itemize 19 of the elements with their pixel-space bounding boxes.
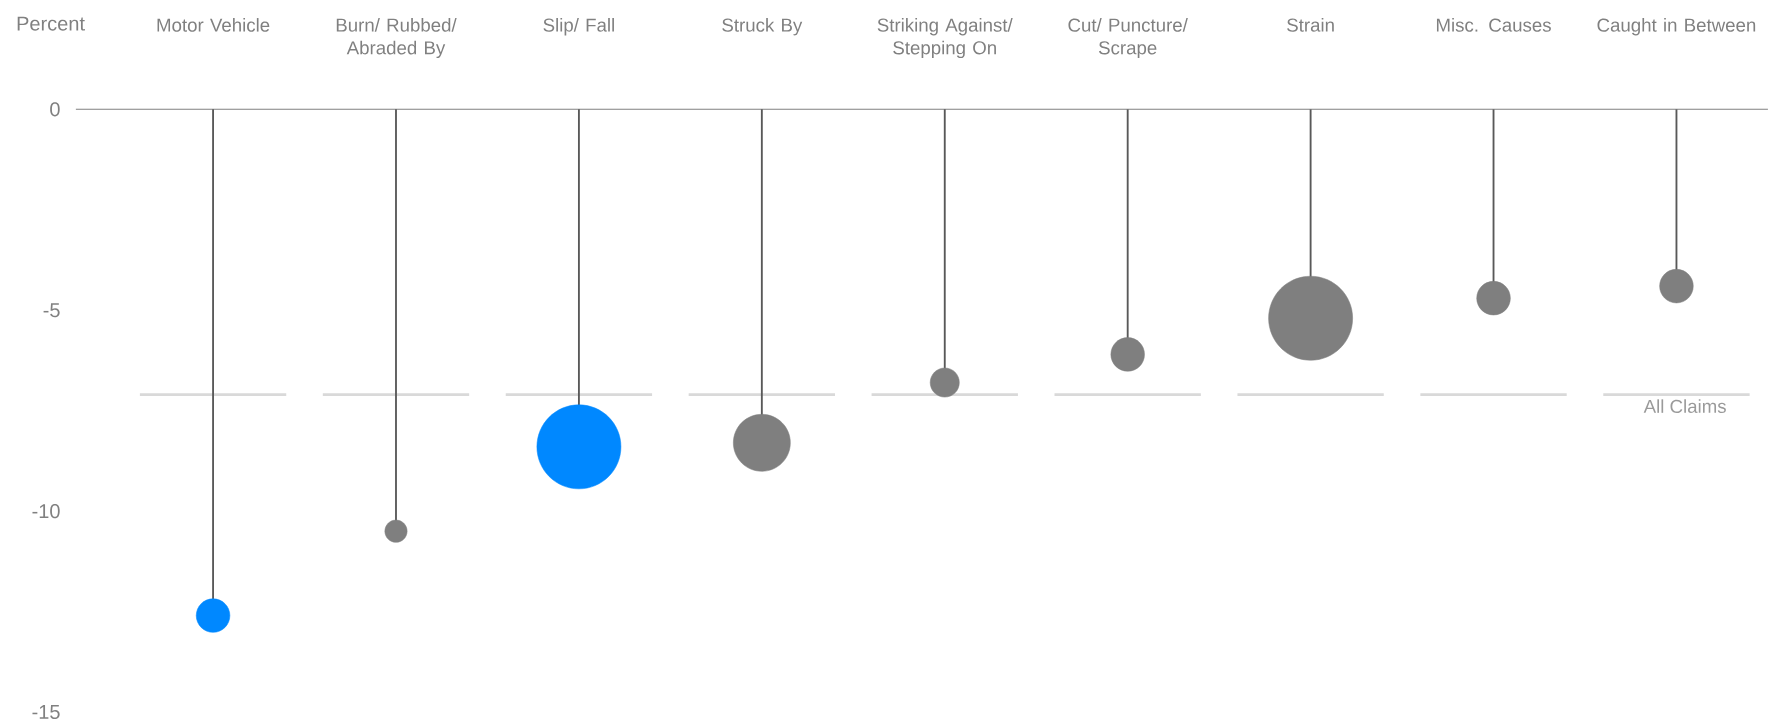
point (196, 598, 231, 633)
x-tick-label: Caught in Between (1597, 18, 1756, 36)
y-tick-label: -15 (32, 705, 60, 719)
point (1659, 269, 1694, 304)
ref-line-label: All Claims (1643, 399, 1726, 414)
x-tick-label: Struck By (722, 18, 803, 36)
x-tick-label: Misc. Causes (1436, 18, 1551, 32)
x-tick-label: Motor Vehicle (157, 18, 270, 32)
x-tick-label: Strain (1287, 18, 1334, 32)
y-axis-title: Percent (17, 16, 85, 31)
point (1110, 337, 1145, 372)
point (1476, 281, 1511, 316)
y-tick-label: 0 (50, 102, 60, 117)
x-tick-label: Cut/ Puncture/ Scrape (1068, 18, 1188, 59)
x-tick-label: Striking Against/ Stepping On (877, 18, 1013, 59)
x-tick-label: Slip/ Fall (543, 18, 614, 36)
x-tick-label: Burn/ Rubbed/ Abraded By (336, 18, 457, 59)
y-tick-label: -5 (43, 303, 60, 318)
y-tick-label: -10 (32, 504, 60, 519)
